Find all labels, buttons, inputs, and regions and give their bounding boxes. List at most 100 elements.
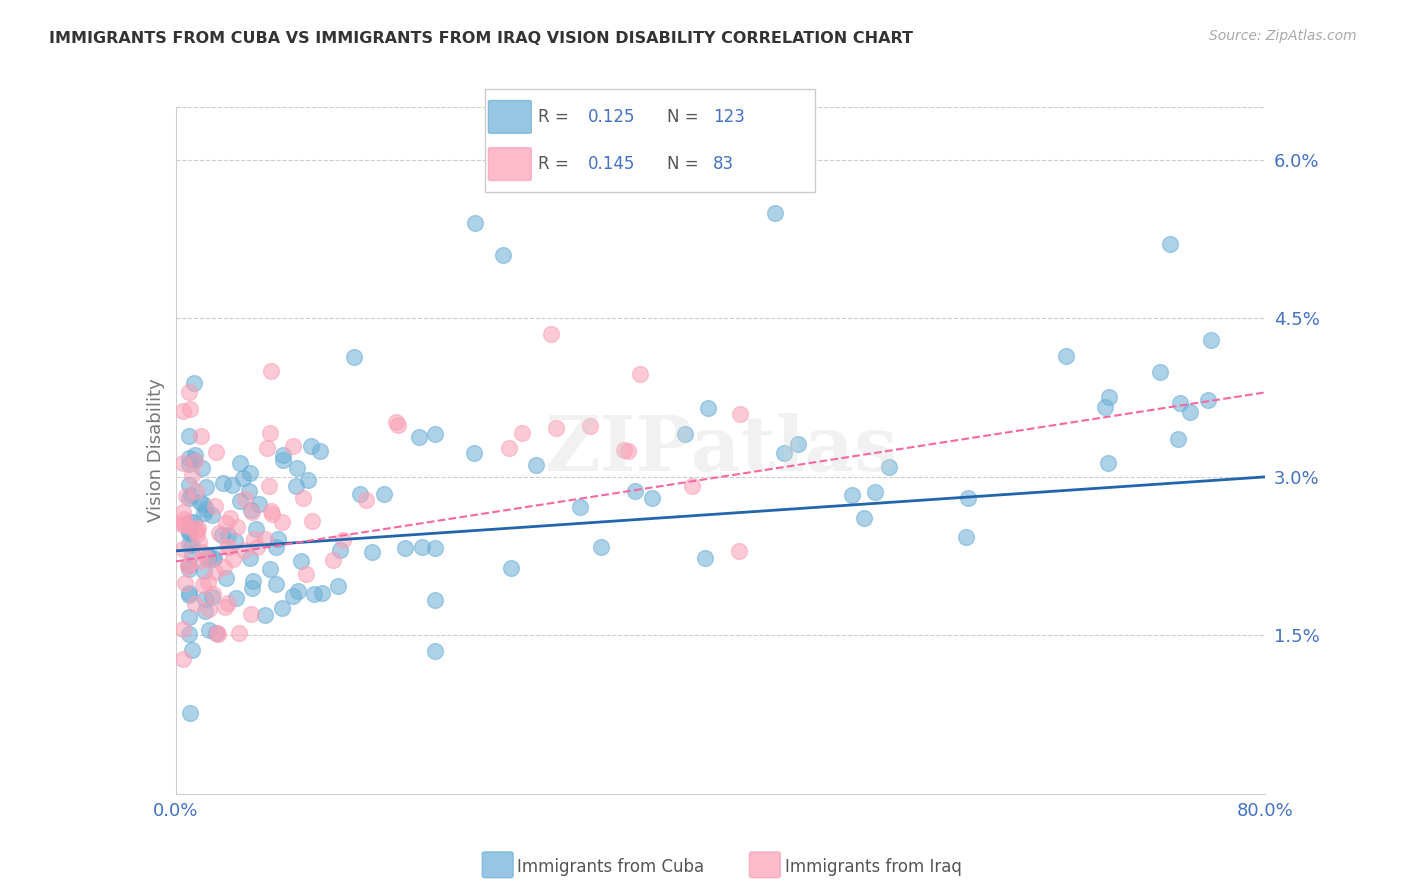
Point	[772, 445, 794, 459]
Point	[1159, 237, 1181, 252]
Point	[285, 479, 308, 493]
Point	[188, 534, 211, 549]
Point	[183, 516, 205, 530]
Point	[181, 643, 204, 657]
Point	[211, 528, 233, 542]
Point	[174, 518, 197, 533]
Point	[524, 458, 547, 472]
Point	[186, 523, 208, 537]
Point	[394, 541, 416, 556]
Point	[214, 599, 236, 614]
Point	[1167, 432, 1189, 446]
Point	[179, 491, 201, 505]
Point	[222, 552, 245, 566]
Point	[181, 547, 204, 561]
Point	[423, 593, 446, 607]
Text: Immigrants from Iraq: Immigrants from Iraq	[785, 858, 962, 876]
Point	[841, 488, 863, 502]
Point	[1170, 395, 1192, 409]
Point	[184, 448, 207, 462]
Point	[540, 327, 562, 342]
Point	[510, 425, 533, 440]
Point	[221, 478, 243, 492]
Point	[179, 523, 201, 537]
Point	[228, 456, 250, 470]
Point	[179, 588, 201, 602]
Point	[217, 528, 239, 542]
Point	[224, 533, 246, 548]
Text: 0.145: 0.145	[588, 155, 636, 173]
Point	[181, 538, 204, 552]
Point	[177, 558, 200, 573]
Point	[184, 483, 207, 498]
Point	[544, 420, 567, 434]
Point	[173, 512, 195, 526]
Point	[865, 485, 887, 500]
Point	[616, 443, 638, 458]
Point	[179, 429, 201, 443]
Point	[179, 562, 201, 576]
Point	[411, 541, 433, 555]
Point	[198, 602, 221, 616]
Point	[290, 554, 312, 568]
Point	[173, 575, 195, 590]
Point	[246, 540, 269, 554]
Point	[240, 581, 263, 595]
Point	[299, 438, 322, 452]
Point	[343, 350, 366, 364]
Point	[247, 497, 270, 511]
Text: 0.125: 0.125	[588, 108, 636, 126]
Point	[180, 488, 202, 502]
Point	[1097, 456, 1119, 470]
Point	[187, 521, 209, 535]
Y-axis label: Vision Disability: Vision Disability	[146, 378, 165, 523]
Point	[301, 514, 323, 528]
Point	[183, 376, 205, 390]
Point	[201, 508, 224, 523]
Point	[693, 551, 716, 566]
Point	[208, 526, 231, 541]
Point	[728, 407, 751, 421]
Point	[174, 489, 197, 503]
Text: R =: R =	[538, 155, 574, 173]
Point	[179, 526, 201, 541]
Point	[195, 552, 218, 566]
Point	[184, 597, 207, 611]
Text: R =: R =	[538, 108, 574, 126]
Point	[423, 541, 446, 555]
Point	[271, 601, 294, 615]
Point	[240, 607, 263, 621]
Point	[579, 418, 602, 433]
Point	[201, 591, 224, 605]
Point	[287, 584, 309, 599]
Point	[195, 480, 218, 494]
Point	[214, 560, 236, 574]
Point	[245, 522, 267, 536]
Point	[332, 533, 354, 547]
Point	[217, 596, 239, 610]
Point	[257, 479, 280, 493]
Point	[673, 427, 696, 442]
FancyBboxPatch shape	[488, 101, 531, 133]
Point	[239, 550, 262, 565]
Point	[311, 585, 333, 599]
Point	[202, 587, 225, 601]
Point	[295, 567, 318, 582]
Point	[219, 511, 242, 525]
Point	[190, 429, 212, 443]
Point	[215, 516, 238, 530]
Point	[191, 544, 214, 558]
Point	[188, 554, 211, 568]
Point	[205, 445, 228, 459]
Point	[239, 503, 262, 517]
Point	[260, 503, 283, 517]
Point	[212, 475, 235, 490]
Point	[628, 367, 651, 381]
Point	[273, 449, 295, 463]
Point	[194, 591, 217, 606]
Point	[240, 505, 263, 519]
Point	[281, 590, 304, 604]
Text: Source: ZipAtlas.com: Source: ZipAtlas.com	[1209, 29, 1357, 43]
Point	[267, 532, 290, 546]
Point	[786, 437, 808, 451]
